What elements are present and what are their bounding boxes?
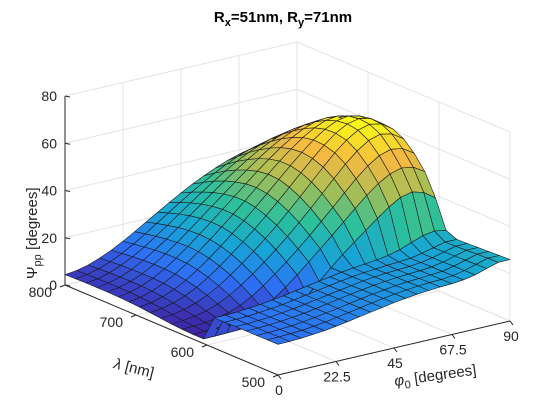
- x-tick-mark: [277, 374, 282, 380]
- x-axis-label: φ0 [degrees]: [393, 362, 478, 393]
- z-tick-mark: [64, 237, 71, 240]
- y-tick-mark: [130, 314, 137, 318]
- surface-mesh: [64, 115, 511, 345]
- y-tick-label: 500: [242, 374, 266, 390]
- y-axis-label: λ [nm]: [111, 355, 156, 382]
- z-tick-mark: [64, 284, 71, 287]
- grid-line: [296, 41, 511, 133]
- x-axis-label-subscript: 0: [404, 379, 412, 392]
- z-tick-label: 80: [41, 88, 57, 104]
- y-axis-label-symbol: λ: [111, 355, 123, 374]
- y-tick-mark: [272, 374, 279, 378]
- x-tick-label: 90: [503, 328, 519, 344]
- x-tick-mark: [393, 347, 398, 353]
- title-part: =51nm, R: [231, 9, 298, 26]
- z-axis-label-subscript: pp: [32, 254, 44, 266]
- y-tick-label: 600: [171, 344, 195, 360]
- x-tick-label: 67.5: [439, 342, 466, 358]
- x-axis-label-symbol: φ: [393, 372, 405, 390]
- z-tick-label: 0: [49, 277, 57, 293]
- x-tick-label: 45: [387, 355, 403, 371]
- x-tick-mark: [335, 361, 340, 366]
- z-tick-mark: [64, 190, 71, 192]
- z-tick-mark: [64, 95, 71, 98]
- z-tick-label: 20: [41, 230, 57, 246]
- title-part: R: [214, 9, 225, 26]
- z-tick-label: 40: [41, 183, 57, 199]
- y-axis-label-text: [nm]: [119, 357, 155, 382]
- grid-line: [64, 41, 298, 97]
- z-tick-label: 60: [41, 135, 57, 151]
- y-axis-line: [64, 284, 279, 376]
- x-tick-label: 0: [275, 382, 283, 398]
- y-tick-mark: [59, 284, 66, 288]
- z-tick-mark: [64, 142, 71, 145]
- title-part: x: [225, 17, 232, 29]
- x-tick-label: 22.5: [323, 369, 350, 385]
- z-axis-label-symbol: Ψ: [24, 266, 41, 279]
- title-part: y: [298, 17, 305, 29]
- x-axis-label-text: [degrees]: [409, 362, 477, 388]
- y-tick-mark: [201, 344, 208, 348]
- x-tick-mark: [509, 320, 514, 326]
- surface-cell: [487, 255, 511, 263]
- z-axis-label: Ψpp [degrees]: [24, 187, 44, 279]
- y-tick-label: 700: [100, 314, 124, 330]
- y-tick-label: 800: [29, 284, 53, 300]
- z-axis-label-text: [degrees]: [24, 187, 41, 254]
- plot-title: Rx=51nm, Ry=71nm: [214, 9, 352, 29]
- grid-line: [296, 88, 511, 180]
- title-part: =71nm: [304, 9, 352, 26]
- x-tick-mark: [451, 334, 456, 339]
- grid-line: [64, 88, 298, 144]
